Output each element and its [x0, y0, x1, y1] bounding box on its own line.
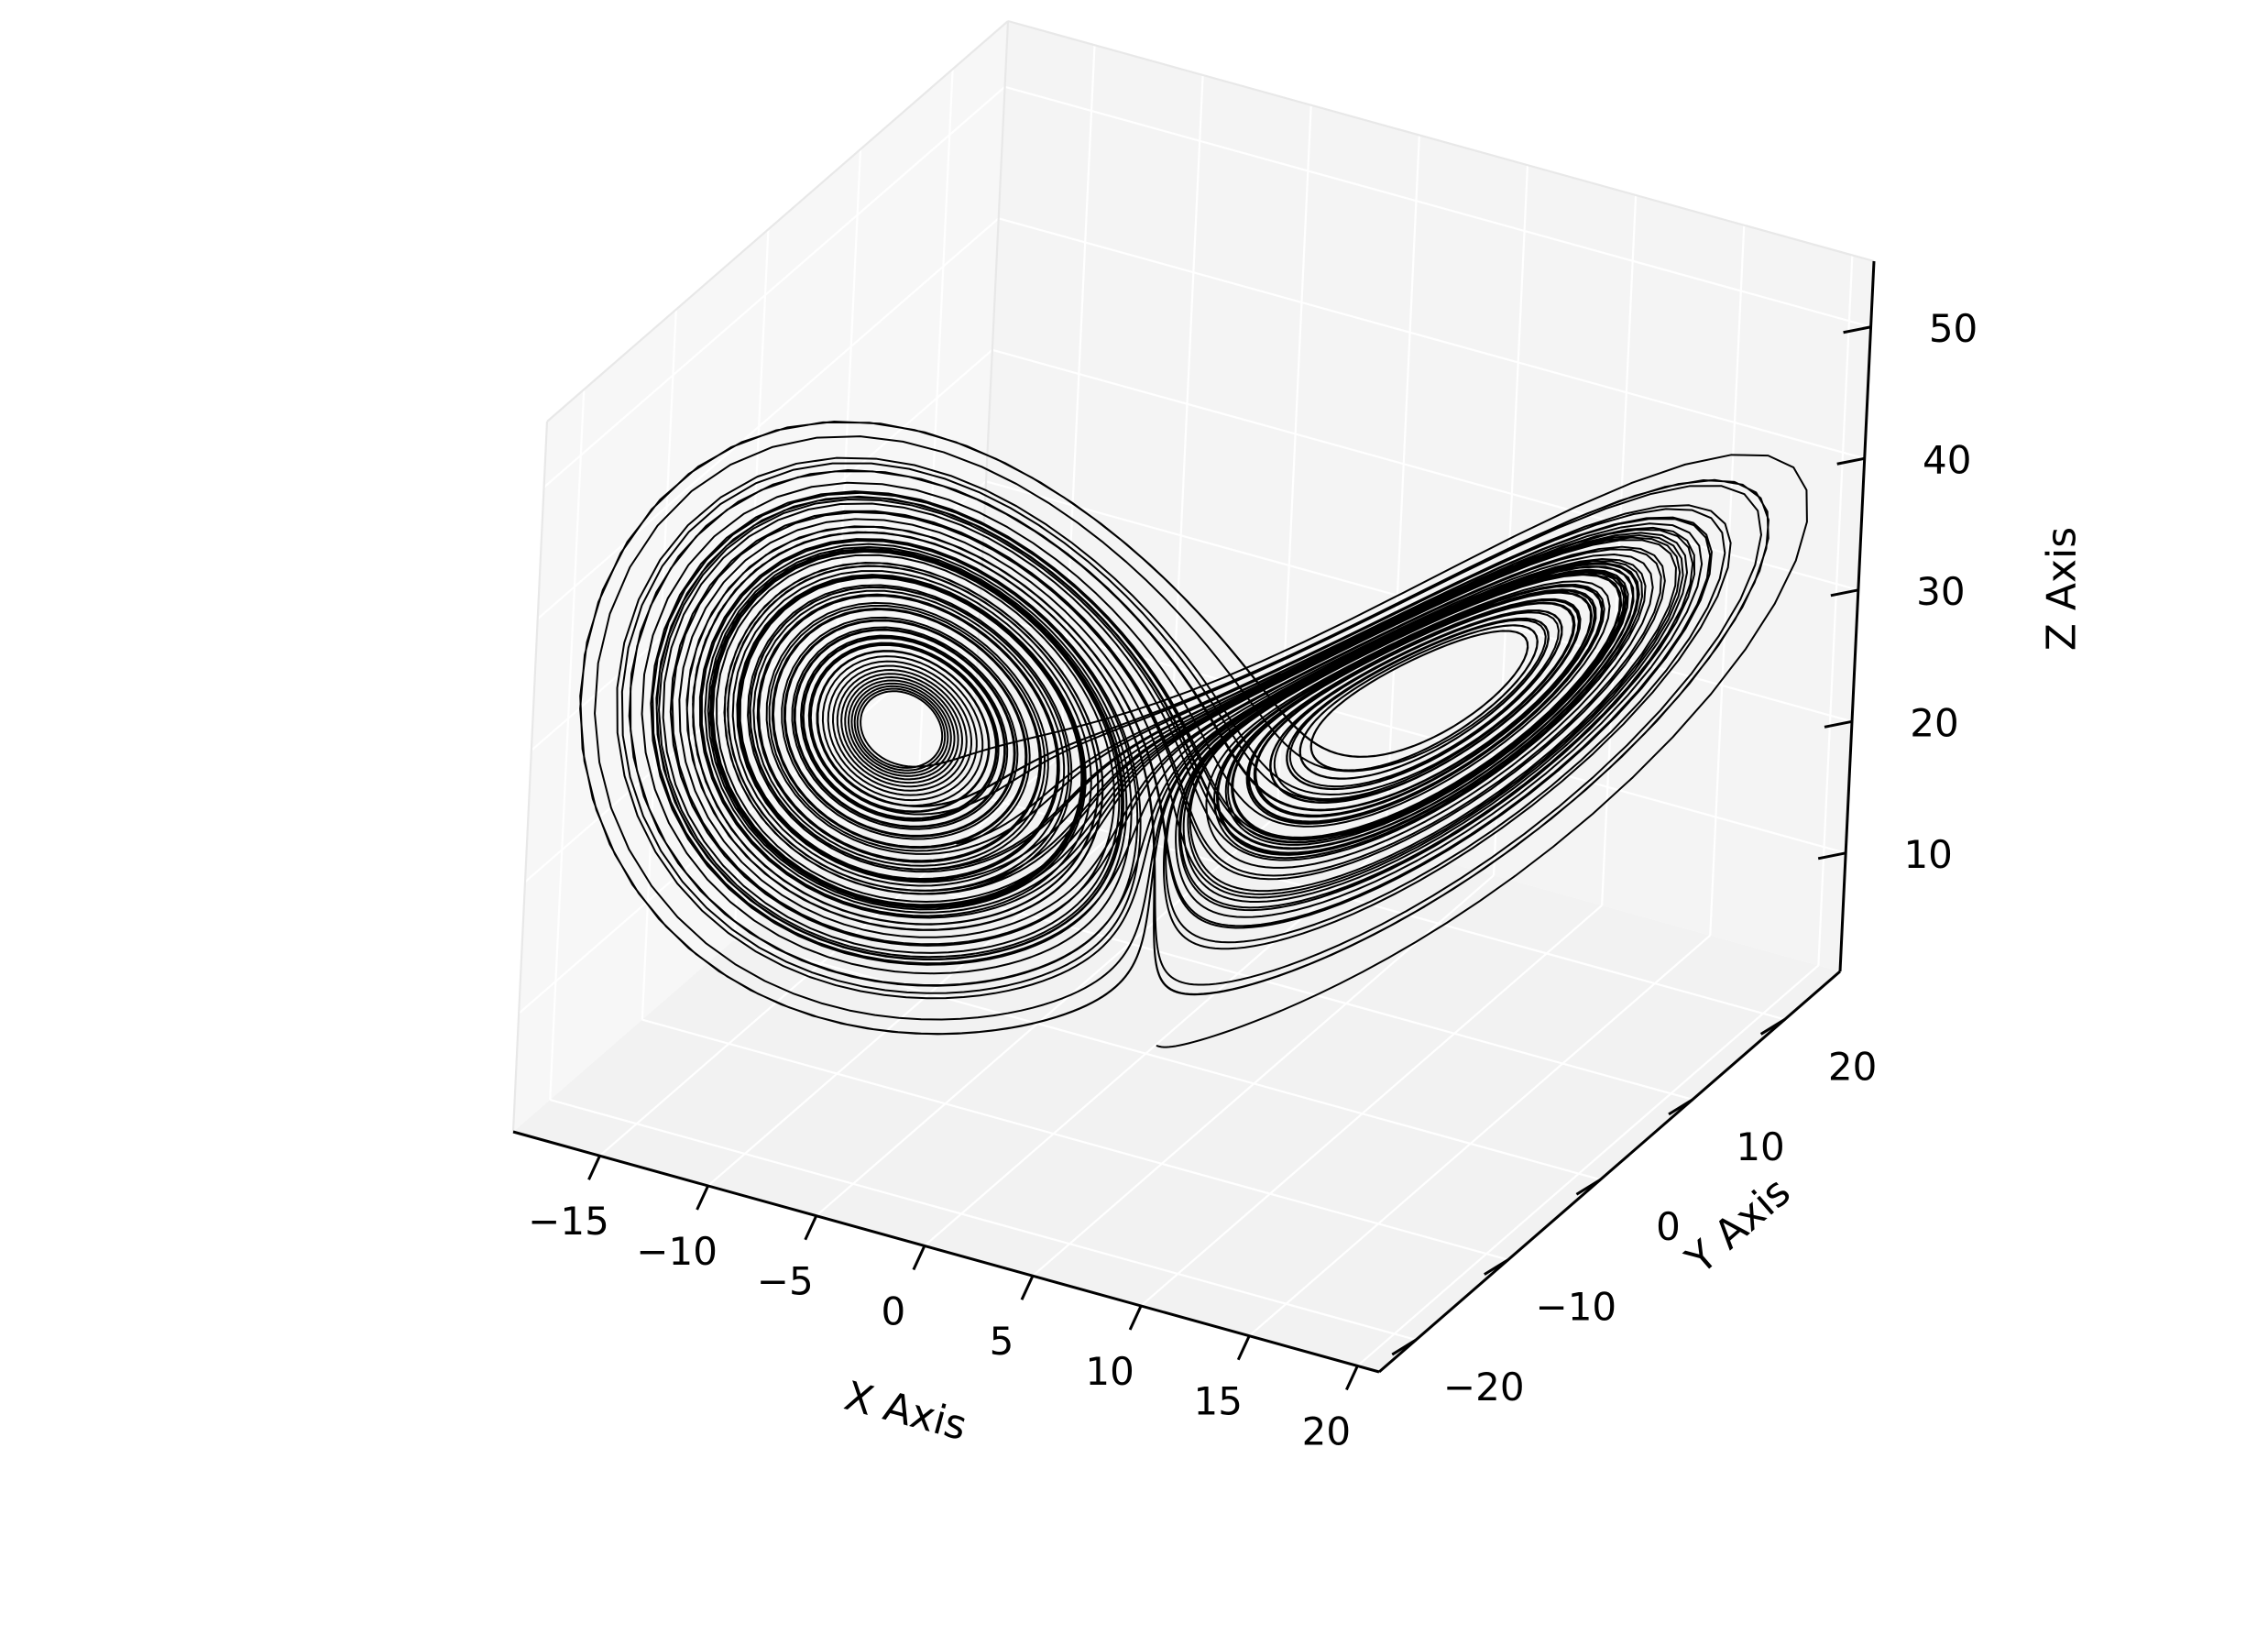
- grid-line: [598, 754, 1062, 1157]
- z-tick-mark: [1830, 588, 1859, 598]
- x-tick-label: −15: [528, 1199, 609, 1244]
- y-tick-label: 10: [1736, 1124, 1784, 1169]
- x-tick-mark: [804, 1215, 818, 1241]
- z-tick-mark: [1817, 851, 1846, 861]
- grid-line: [1140, 905, 1603, 1307]
- grid-line: [1007, 19, 1875, 263]
- grid-line: [1248, 934, 1711, 1337]
- x-tick-label: 20: [1302, 1409, 1351, 1453]
- x-axis-spine: [512, 1130, 1380, 1374]
- x-tick-label: 10: [1085, 1349, 1134, 1394]
- x-tick-label: −5: [757, 1259, 814, 1304]
- grid-line: [536, 217, 1000, 620]
- z-tick-mark: [1843, 325, 1871, 334]
- grid-line: [924, 844, 1386, 1247]
- grid-line: [1004, 85, 1871, 328]
- y-tick-label: 20: [1828, 1044, 1877, 1089]
- x-tick-mark: [1236, 1335, 1251, 1361]
- x-tick-mark: [1345, 1365, 1359, 1391]
- grid-line: [641, 1018, 1509, 1261]
- x-tick-label: 15: [1194, 1379, 1243, 1424]
- grid-line: [734, 938, 1601, 1181]
- y-tick-label: −10: [1536, 1285, 1617, 1330]
- x-tick-mark: [1020, 1275, 1035, 1300]
- x-tick-mark: [912, 1245, 926, 1271]
- x-tick-label: 5: [990, 1319, 1014, 1364]
- y-tick-mark: [1575, 1178, 1602, 1196]
- y-tick-mark: [1391, 1338, 1418, 1356]
- x-axis-title: X Axis: [839, 1373, 971, 1450]
- z-tick-mark: [1836, 456, 1866, 466]
- grid-line: [549, 1098, 1417, 1342]
- y-tick-mark: [1759, 1018, 1786, 1036]
- grid-line: [531, 348, 993, 751]
- y-tick-label: −20: [1443, 1365, 1525, 1409]
- x-tick-label: −10: [636, 1229, 718, 1274]
- grid-line: [542, 85, 1006, 488]
- z-tick-label: 30: [1916, 569, 1965, 614]
- grid-line: [992, 348, 1859, 591]
- y-axis-title: Y Axis: [1677, 1168, 1800, 1284]
- axis-tick-marks: [587, 325, 1871, 1391]
- y-tick-mark: [1668, 1098, 1693, 1116]
- grid-line: [1356, 964, 1820, 1367]
- lorenz-trajectory-path: [579, 420, 1808, 1048]
- grid-line: [546, 20, 1009, 422]
- y-tick-label: 0: [1656, 1204, 1681, 1249]
- x-tick-mark: [1128, 1305, 1143, 1331]
- y-axis-spine: [1378, 970, 1841, 1374]
- x-tick-mark: [587, 1155, 601, 1180]
- z-tick-mark: [1824, 719, 1853, 729]
- grid-line: [998, 217, 1866, 460]
- z-tick-label: 10: [1903, 832, 1952, 877]
- x-tick-mark: [696, 1185, 709, 1211]
- z-tick-label: 40: [1923, 437, 1971, 482]
- z-tick-label: 20: [1910, 700, 1958, 745]
- x-tick-label: 0: [882, 1289, 906, 1333]
- y-tick-mark: [1484, 1258, 1509, 1276]
- lorenz-trajectory: [579, 420, 1808, 1048]
- z-tick-label: 50: [1929, 306, 1978, 351]
- z-axis-title: Z Axis: [2039, 527, 2086, 651]
- grid-line: [511, 421, 549, 1133]
